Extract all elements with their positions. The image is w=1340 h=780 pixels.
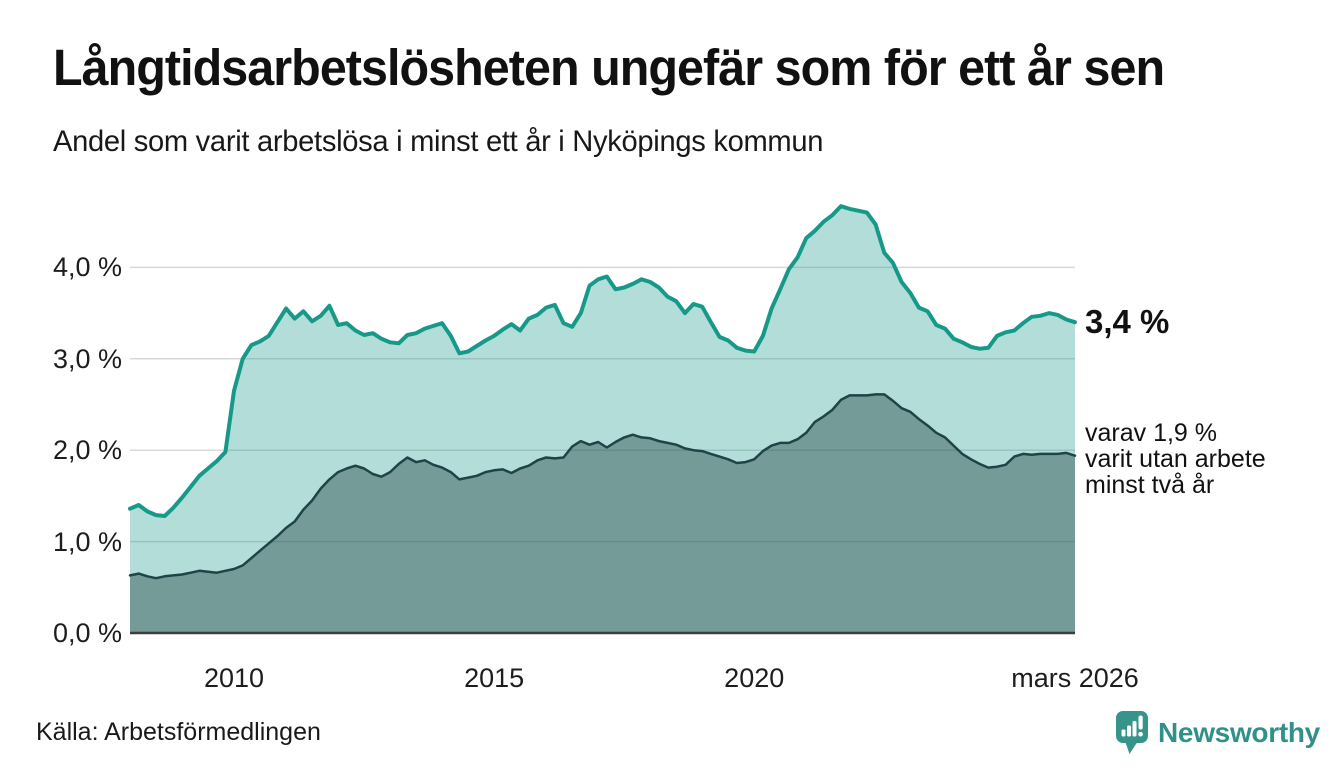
secondary-value-line: varit utan arbete (1085, 445, 1266, 474)
newsworthy-logo: Newsworthy (1115, 710, 1320, 756)
secondary-value-line: minst två år (1085, 471, 1215, 500)
newsworthy-wordmark: Newsworthy (1158, 717, 1320, 748)
source-attribution: Källa: Arbetsförmedlingen (36, 718, 321, 746)
chart-subtitle: Andel som varit arbetslösa i minst ett å… (53, 125, 824, 158)
secondary-value-line: varav 1,9 % (1085, 419, 1218, 448)
end-value-label: 3,4 % (1085, 303, 1170, 341)
secondary-value-label: varav 1,9 % varit utan arbete minst två … (1085, 420, 1335, 498)
newsworthy-badge-icon (1116, 711, 1148, 754)
chart-title: Långtidsarbetslösheten ungefär som för e… (53, 39, 1165, 96)
